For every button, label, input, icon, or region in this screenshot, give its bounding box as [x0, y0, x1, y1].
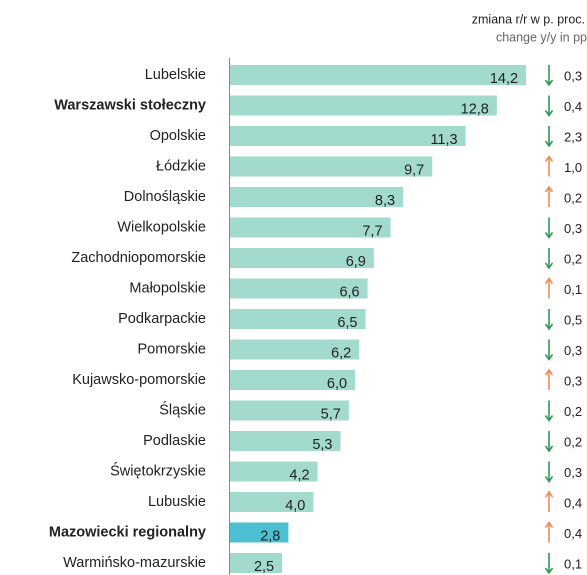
category-label: Kujawsko-pomorskie	[72, 372, 206, 388]
change-label: 0,3	[564, 68, 582, 83]
change-arrow	[544, 368, 554, 390]
change-label: 0,1	[564, 282, 582, 297]
bar	[230, 492, 314, 512]
change-arrow	[544, 155, 554, 177]
value-label: 6,9	[346, 254, 366, 270]
bar	[230, 431, 341, 451]
value-label: 6,0	[327, 376, 347, 392]
category-label: Zachodniopomorskie	[71, 250, 206, 266]
change-label: 2,3	[564, 129, 582, 144]
category-label: Warszawski stołeczny	[54, 97, 206, 113]
change-arrow	[544, 490, 554, 512]
change-arrow	[544, 277, 554, 299]
change-arrow	[544, 95, 554, 117]
bar	[230, 400, 349, 421]
value-label: 2,5	[254, 559, 274, 575]
bar	[230, 156, 433, 177]
value-label: 7,7	[362, 223, 382, 239]
change-arrow	[544, 309, 554, 331]
category-label: Opolskie	[150, 128, 206, 144]
category-label: Podkarpackie	[118, 311, 206, 327]
header-pl: zmiana r/r w p. proc.	[472, 12, 585, 26]
value-label: 6,6	[339, 284, 359, 300]
change-arrow	[544, 65, 554, 87]
category-label: Pomorskie	[138, 341, 207, 357]
bar	[230, 187, 404, 207]
change-label: 0,1	[564, 556, 582, 571]
change-label: 0,2	[564, 190, 582, 205]
change-arrow	[544, 461, 554, 483]
change-label: 0,3	[564, 373, 582, 388]
change-label: 0,4	[564, 99, 582, 114]
value-label: 9,7	[404, 162, 424, 178]
category-label: Lubuskie	[148, 494, 206, 510]
value-label: 5,7	[321, 406, 341, 422]
change-arrow	[544, 339, 554, 361]
value-label: 11,3	[430, 132, 457, 148]
bar	[230, 339, 360, 360]
change-label: 0,5	[564, 312, 582, 327]
value-label: 14,2	[490, 71, 518, 87]
change-arrow	[544, 185, 554, 207]
bar	[230, 278, 368, 299]
change-arrow	[544, 553, 554, 575]
bar	[230, 248, 374, 268]
change-arrow	[544, 248, 554, 270]
category-label: Dolnośląskie	[124, 189, 206, 205]
change-label: 0,4	[564, 526, 582, 541]
bar	[230, 126, 466, 146]
change-arrow	[544, 400, 554, 422]
value-label: 2,8	[260, 528, 280, 544]
category-label: Mazowiecki regionalny	[49, 524, 206, 540]
change-arrow	[544, 217, 554, 239]
bar	[230, 461, 318, 482]
category-label: Świętokrzyskie	[110, 461, 206, 479]
header-en: change y/y in pp	[496, 30, 587, 44]
change-arrow	[544, 126, 554, 148]
change-arrow	[544, 431, 554, 453]
change-label: 1,0	[564, 160, 582, 175]
change-label: 0,2	[564, 434, 582, 449]
category-label: Małopolskie	[129, 280, 206, 296]
value-label: 12,8	[461, 101, 489, 117]
category-label: Warmińsko-mazurskie	[63, 555, 206, 571]
value-label: 6,5	[337, 315, 357, 331]
category-label: Śląskie	[159, 400, 206, 418]
category-label: Podlaskie	[143, 433, 206, 449]
category-label: Łódzkie	[156, 158, 206, 174]
value-label: 4,0	[285, 498, 305, 514]
value-label: 4,2	[289, 467, 309, 483]
category-label: Lubelskie	[145, 67, 206, 83]
change-label: 0,3	[564, 343, 582, 358]
bar	[230, 553, 283, 573]
bar	[230, 95, 497, 116]
bar	[230, 522, 289, 543]
value-label: 5,3	[312, 437, 332, 453]
change-label: 0,3	[564, 221, 582, 236]
bar	[230, 65, 527, 85]
bar	[230, 370, 356, 390]
change-arrow	[544, 521, 554, 543]
value-label: 8,3	[375, 193, 395, 209]
change-label: 0,3	[564, 465, 582, 480]
value-label: 6,2	[331, 345, 351, 361]
change-label: 0,2	[564, 404, 582, 419]
category-label: Wielkopolskie	[117, 219, 206, 235]
change-label: 0,2	[564, 251, 582, 266]
bar	[230, 309, 366, 329]
bar	[230, 217, 391, 238]
change-label: 0,4	[564, 495, 582, 510]
